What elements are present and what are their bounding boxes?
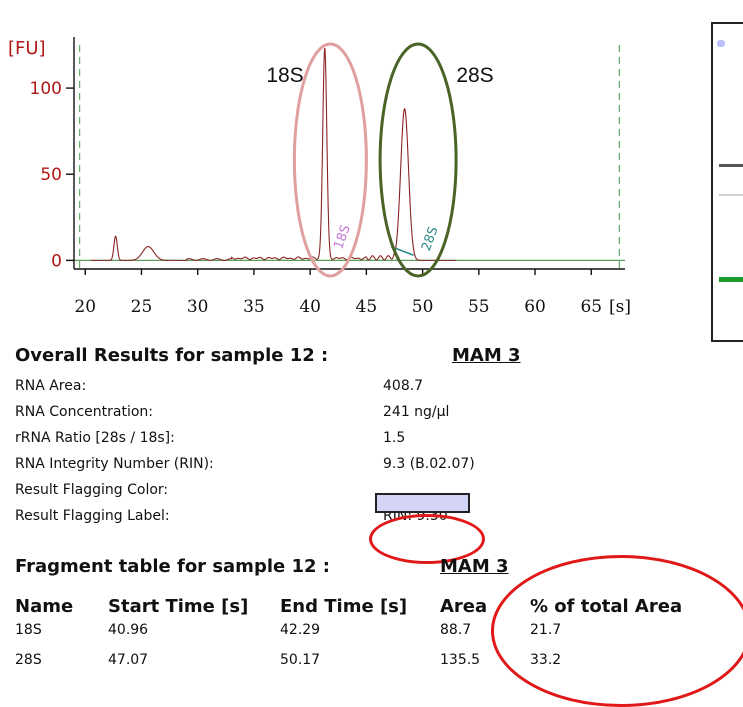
- fragment-col-header-3: Area: [440, 596, 487, 617]
- gel-band-18s: [719, 194, 743, 196]
- y-tick-label-100: 100: [30, 79, 62, 99]
- fragment-cell-1-2: 50.17: [280, 652, 320, 668]
- gel-lane-image: [711, 22, 743, 342]
- results-sample-name: MAM 3: [452, 345, 521, 366]
- fragment-col-header-2: End Time [s]: [280, 596, 407, 617]
- result-flagging-color-swatch: [375, 493, 470, 513]
- x-tick-label-20: 20: [74, 297, 96, 317]
- x-tick-label-60: 60: [524, 297, 546, 317]
- fragment-col-header-1: Start Time [s]: [108, 596, 248, 617]
- annotation-28s: 28S: [456, 64, 493, 87]
- x-axis-label: [s]: [609, 297, 631, 317]
- peak-label-18s-rotated: 18S: [331, 223, 354, 251]
- electropherogram-chart: 0 50 100 20 25 30 35 40 45 50 55 60 65 [FU] [s] 18S 28S…: [0, 0, 705, 330]
- fragment-col-header-0: Name: [15, 596, 73, 617]
- fragment-cell-0-3: 88.7: [440, 622, 471, 638]
- fragment-cell-0-0: 18S: [15, 622, 42, 638]
- fragment-cell-0-2: 42.29: [280, 622, 320, 638]
- x-tick-label-35: 35: [243, 297, 265, 317]
- result-label-5: Result Flagging Label:: [15, 508, 170, 524]
- x-tick-label-50: 50: [412, 297, 434, 317]
- result-label-3: RNA Integrity Number (RIN):: [15, 456, 214, 472]
- result-value-2: 1.5: [383, 430, 405, 446]
- percent-area-highlight-circle: [491, 555, 743, 707]
- x-tick-label-45: 45: [356, 297, 378, 317]
- fragment-cell-1-1: 47.07: [108, 652, 148, 668]
- result-label-2: rRNA Ratio [28s / 18s]:: [15, 430, 175, 446]
- y-tick-label-50: 50: [40, 165, 62, 185]
- ellipse-28s: [380, 44, 456, 276]
- results-title: Overall Results for sample 12 :: [15, 345, 328, 366]
- result-label-0: RNA Area:: [15, 378, 86, 394]
- annotation-18s: 18S: [266, 64, 303, 87]
- y-axis-label: [FU]: [8, 38, 46, 59]
- x-tick-label-55: 55: [468, 297, 490, 317]
- fragment-table-title: Fragment table for sample 12 :: [15, 556, 330, 577]
- fragment-cell-1-3: 135.5: [440, 652, 480, 668]
- fragment-cell-0-1: 40.96: [108, 622, 148, 638]
- x-tick-label-40: 40: [299, 297, 321, 317]
- result-label-1: RNA Concentration:: [15, 404, 153, 420]
- x-tick-label-25: 25: [131, 297, 153, 317]
- result-value-3: 9.3 (B.02.07): [383, 456, 475, 472]
- fragment-sample-name: MAM 3: [440, 556, 509, 577]
- result-value-0: 408.7: [383, 378, 423, 394]
- result-label-4: Result Flagging Color:: [15, 482, 168, 498]
- x-tick-label-30: 30: [187, 297, 209, 317]
- gel-band-28s: [719, 164, 743, 167]
- peak-label-28s-rotated: 28S: [419, 225, 442, 253]
- fragment-cell-1-0: 28S: [15, 652, 42, 668]
- y-tick-label-0: 0: [51, 251, 62, 271]
- gel-band-lower-marker: [719, 277, 743, 282]
- ellipse-18s: [294, 44, 366, 276]
- result-value-1: 241 ng/µl: [383, 404, 449, 420]
- x-tick-label-65: 65: [580, 297, 602, 317]
- gel-band-top-marker: [717, 40, 725, 47]
